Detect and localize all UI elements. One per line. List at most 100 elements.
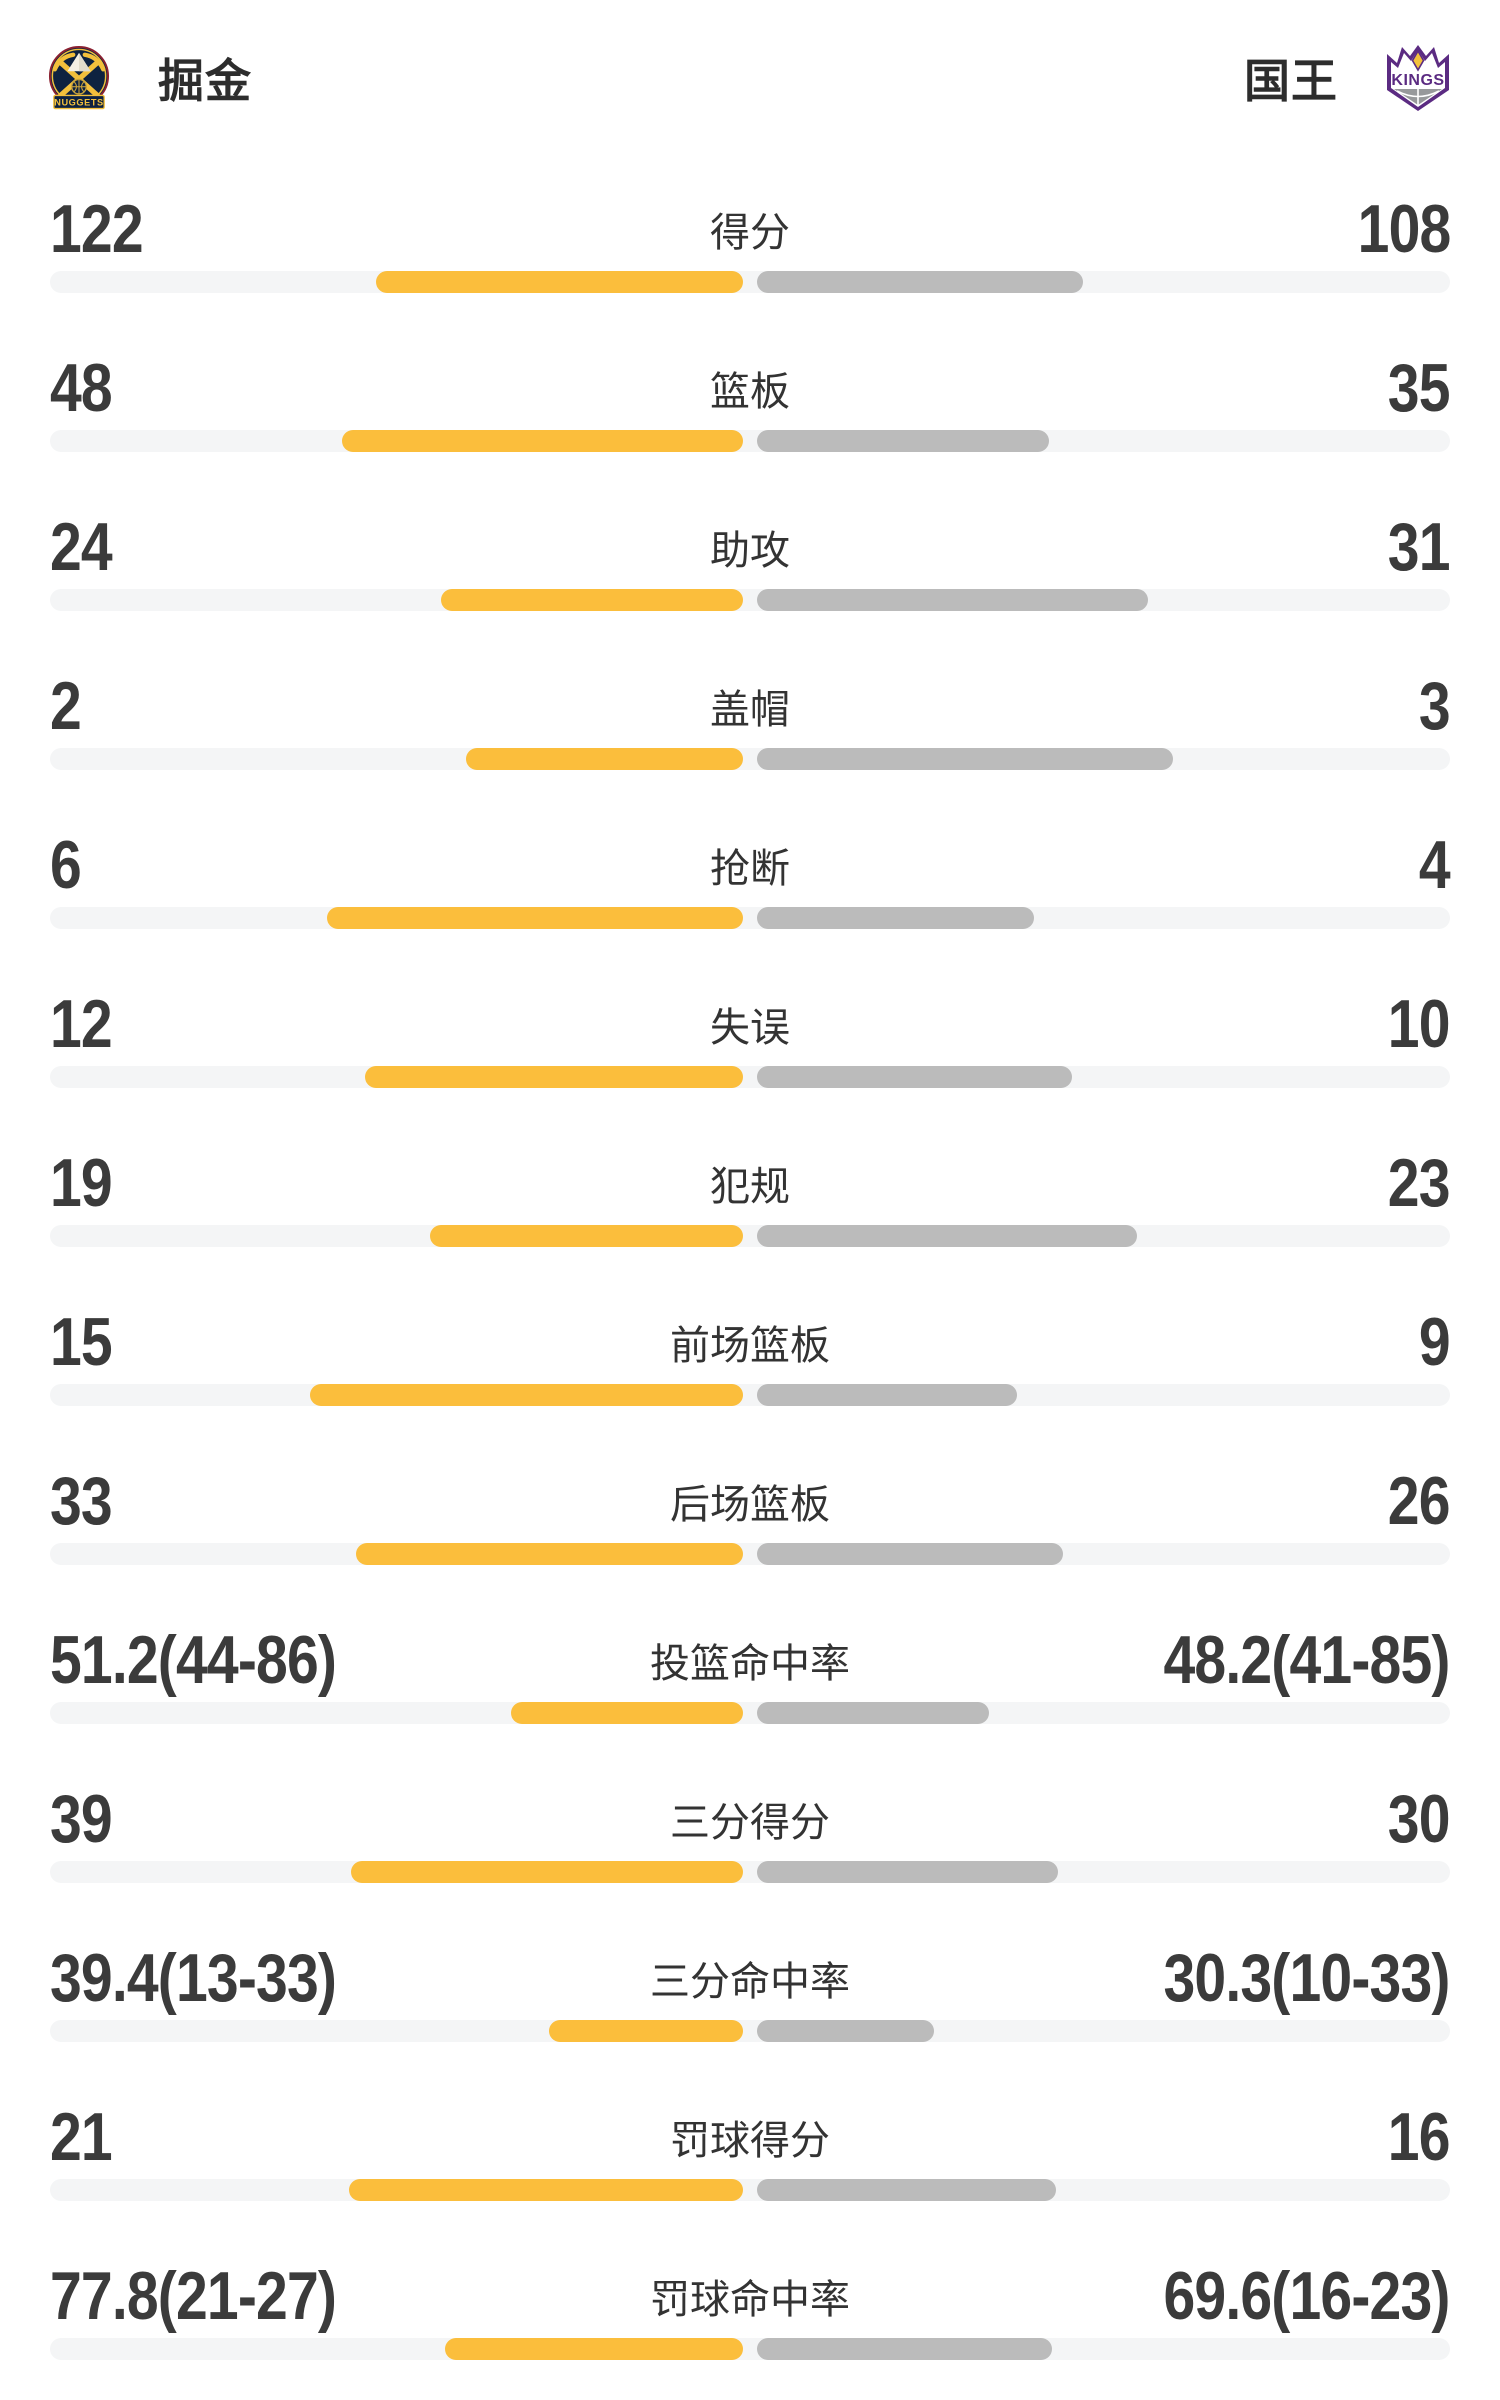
home-value: 51.2(44-86): [50, 1622, 337, 1698]
stat-label: 抢断: [710, 847, 790, 891]
bar-track: [50, 2338, 1450, 2360]
stat-bar: [50, 1543, 1450, 1565]
stat-line: 51.2(44-86) 投篮命中率 48.2(41-85): [0, 1626, 1500, 1694]
stat-label: 三分得分: [670, 1801, 830, 1845]
bar-track: [50, 1543, 1450, 1565]
bar-track: [50, 271, 1450, 293]
home-value: 39: [50, 1781, 113, 1857]
stat-label: 犯规: [710, 1165, 790, 1209]
stat-row: 33 后场篮板 26: [0, 1467, 1500, 1565]
home-value: 21: [50, 2099, 113, 2175]
away-value: 3: [1419, 668, 1451, 744]
bar-track: [50, 430, 1450, 452]
stat-label: 投篮命中率: [650, 1642, 850, 1686]
home-bar-fill: [465, 748, 743, 770]
away-value: 30.3(10-33): [1163, 1940, 1451, 2016]
away-bar-fill: [757, 271, 1083, 293]
bar-track: [50, 748, 1450, 770]
stat-line: 21 罚球得分 16: [0, 2103, 1500, 2171]
away-bar-fill: [757, 1384, 1017, 1406]
bar-track: [50, 1384, 1450, 1406]
svg-text:KINGS: KINGS: [1391, 72, 1444, 89]
home-bar-fill: [351, 1861, 743, 1883]
stat-bar: [50, 2020, 1450, 2042]
away-value: 31: [1388, 509, 1451, 585]
kings-logo-icon: KINGS: [1384, 44, 1452, 112]
stat-line: 48 篮板 35: [0, 354, 1500, 422]
stat-label: 前场篮板: [670, 1324, 830, 1368]
home-bar-fill: [548, 2020, 743, 2042]
stat-bar: [50, 1225, 1450, 1247]
away-bar-fill: [757, 1702, 990, 1724]
stat-line: 77.8(21-27) 罚球命中率 69.6(16-23): [0, 2262, 1500, 2330]
team-away: 国王 KINGS: [1244, 44, 1452, 112]
away-value: 108: [1357, 191, 1451, 267]
stat-row: 48 篮板 35: [0, 354, 1500, 452]
home-value: 2: [50, 668, 82, 744]
home-value: 33: [50, 1463, 113, 1539]
away-value: 69.6(16-23): [1163, 2258, 1451, 2334]
team-home-name: 掘金: [158, 55, 252, 107]
stat-label: 盖帽: [710, 688, 790, 732]
stat-row: 6 抢断 4: [0, 831, 1500, 929]
home-bar-fill: [445, 2338, 743, 2360]
home-value: 19: [50, 1145, 113, 1221]
home-value: 48: [50, 350, 113, 426]
stat-line: 12 失误 10: [0, 990, 1500, 1058]
stat-label: 篮板: [710, 370, 790, 414]
away-bar-fill: [757, 1066, 1073, 1088]
stat-row: 51.2(44-86) 投篮命中率 48.2(41-85): [0, 1626, 1500, 1724]
away-value: 35: [1388, 350, 1451, 426]
away-value: 23: [1388, 1145, 1451, 1221]
away-bar-fill: [757, 2338, 1052, 2360]
stat-label: 助攻: [710, 529, 790, 573]
home-bar-fill: [440, 589, 743, 611]
bar-track: [50, 1702, 1450, 1724]
stat-row: 21 罚球得分 16: [0, 2103, 1500, 2201]
away-value: 9: [1419, 1304, 1451, 1380]
stat-bar: [50, 271, 1450, 293]
stat-label: 得分: [710, 211, 790, 255]
home-value: 12: [50, 986, 113, 1062]
stat-row: 19 犯规 23: [0, 1149, 1500, 1247]
team-home: NUGGETS 掘金: [48, 44, 252, 112]
home-bar-fill: [375, 271, 743, 293]
stat-row: 12 失误 10: [0, 990, 1500, 1088]
home-value: 122: [50, 191, 144, 267]
stat-bar: [50, 430, 1450, 452]
away-value: 10: [1388, 986, 1451, 1062]
away-bar-fill: [757, 2179, 1057, 2201]
stat-line: 39 三分得分 30: [0, 1785, 1500, 1853]
stat-bar: [50, 2338, 1450, 2360]
stat-line: 33 后场篮板 26: [0, 1467, 1500, 1535]
stat-bar: [50, 907, 1450, 929]
stat-line: 24 助攻 31: [0, 513, 1500, 581]
stat-row: 122 得分 108: [0, 195, 1500, 293]
stat-row: 77.8(21-27) 罚球命中率 69.6(16-23): [0, 2262, 1500, 2360]
away-value: 30: [1388, 1781, 1451, 1857]
bar-track: [50, 1066, 1450, 1088]
home-bar-fill: [365, 1066, 743, 1088]
stat-row: 24 助攻 31: [0, 513, 1500, 611]
stat-row: 39.4(13-33) 三分命中率 30.3(10-33): [0, 1944, 1500, 2042]
home-bar-fill: [309, 1384, 743, 1406]
bar-track: [50, 2179, 1450, 2201]
stat-bar: [50, 1702, 1450, 1724]
stat-label: 失误: [710, 1006, 790, 1050]
bar-track: [50, 1225, 1450, 1247]
home-bar-fill: [327, 907, 743, 929]
team-away-name: 国王: [1244, 55, 1338, 107]
bar-track: [50, 2020, 1450, 2042]
svg-text:NUGGETS: NUGGETS: [54, 98, 104, 108]
stat-line: 15 前场篮板 9: [0, 1308, 1500, 1376]
stat-row: 2 盖帽 3: [0, 672, 1500, 770]
home-bar-fill: [349, 2179, 743, 2201]
stat-line: 6 抢断 4: [0, 831, 1500, 899]
stat-bar: [50, 748, 1450, 770]
home-bar-fill: [429, 1225, 743, 1247]
stat-row: 39 三分得分 30: [0, 1785, 1500, 1883]
bar-track: [50, 589, 1450, 611]
home-value: 15: [50, 1304, 113, 1380]
away-bar-fill: [757, 589, 1148, 611]
away-value: 48.2(41-85): [1163, 1622, 1451, 1698]
